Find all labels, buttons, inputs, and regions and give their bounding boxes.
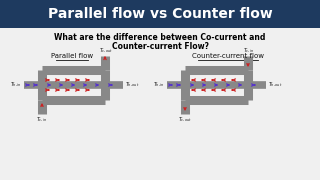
Text: Counter-current flow: Counter-current flow: [192, 53, 264, 59]
Text: $T_{c,out}$: $T_{c,out}$: [178, 116, 192, 124]
Text: $T_{h,out}$: $T_{h,out}$: [125, 81, 140, 89]
Text: $T_{c,in}$: $T_{c,in}$: [36, 116, 48, 124]
Text: Parallel flow vs Counter flow: Parallel flow vs Counter flow: [48, 7, 272, 21]
Bar: [0, 0, 320, 28]
Text: $T_{c,in}$: $T_{c,in}$: [243, 46, 255, 55]
Text: $T_{h,in}$: $T_{h,in}$: [153, 81, 165, 89]
Text: $T_{h,out}$: $T_{h,out}$: [268, 81, 283, 89]
Text: $T_{h,in}$: $T_{h,in}$: [10, 81, 22, 89]
Text: What are the difference between Co-current and: What are the difference between Co-curre…: [54, 33, 266, 42]
Text: Parallel flow: Parallel flow: [51, 53, 93, 59]
Text: $T_{c,out}$: $T_{c,out}$: [99, 46, 113, 55]
Text: Counter-current Flow?: Counter-current Flow?: [111, 42, 209, 51]
